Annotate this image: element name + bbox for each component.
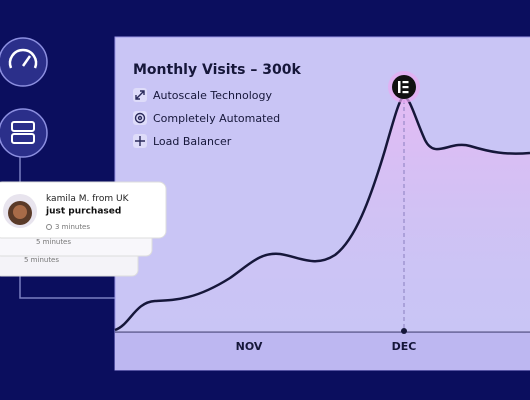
notification-time: 3 minutes [55, 223, 90, 231]
visits-line [114, 95, 530, 332]
speed-icon [0, 37, 48, 87]
area [115, 97, 530, 332]
clock-icon [46, 224, 52, 230]
avatar [13, 205, 27, 219]
chart-title: Monthly Visits – 300k [133, 62, 301, 78]
peak-badge [388, 71, 420, 103]
notification-card [0, 181, 167, 239]
feature-icons [133, 88, 147, 148]
x-label: DEC [392, 340, 417, 353]
peak-dot [401, 328, 407, 334]
feature: Autoscale Technology [153, 89, 272, 102]
buyer-name: kamila M. [46, 194, 89, 204]
x-label: NOV [236, 340, 263, 353]
buyer-origin: from UK [92, 194, 129, 204]
feature: Completely Automated [153, 112, 280, 125]
notification-time: 5 minutes [24, 256, 59, 264]
chart-footer [115, 332, 530, 370]
feature: Load Balancer [153, 135, 232, 148]
server-icon [0, 108, 48, 158]
notification-title: kamila M. from UK [46, 194, 130, 204]
notification-action: just purchased [45, 207, 121, 217]
notification-time: 5 minutes [36, 238, 71, 246]
